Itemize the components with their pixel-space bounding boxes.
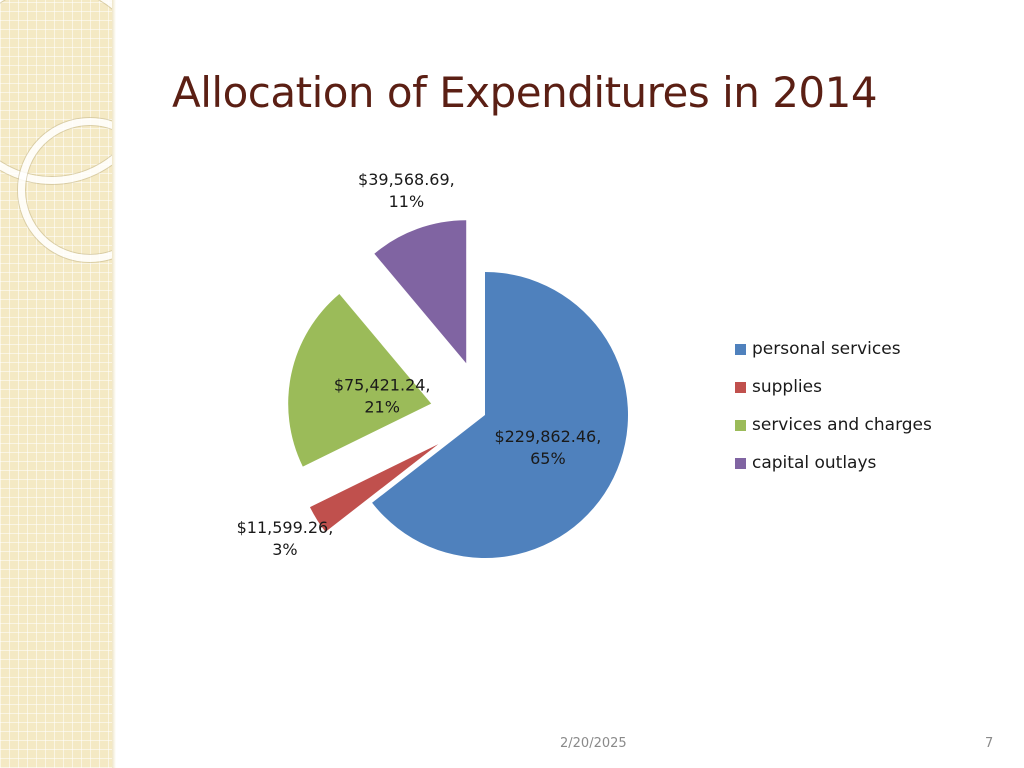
legend-item-services-and-charges: services and charges	[735, 406, 932, 444]
legend-item-capital-outlays: capital outlays	[735, 444, 932, 482]
slide-date: 2/20/2025	[560, 736, 627, 751]
pie-slice-personal-services	[372, 272, 628, 559]
legend-item-personal-services: personal services	[735, 330, 932, 368]
legend-swatch	[735, 457, 746, 469]
data-label: $11,599.26, 3%	[237, 518, 334, 559]
legend-item-supplies: supplies	[735, 368, 932, 406]
data-label-value: $39,568.69,	[358, 170, 455, 189]
pie-slice-services-and-charges	[288, 294, 432, 467]
slide-title: Allocation of Expenditures in 2014	[172, 68, 878, 117]
legend-label: supplies	[752, 377, 822, 397]
decorative-side-strip	[0, 0, 112, 768]
data-label-percent: 3%	[272, 540, 297, 559]
data-label-percent: 11%	[389, 192, 425, 211]
data-label: $75,421.24, 21%	[334, 375, 431, 416]
legend-swatch	[735, 343, 746, 355]
data-label-value: $229,862.46,	[494, 427, 601, 446]
legend-label: capital outlays	[752, 453, 877, 473]
legend-swatch	[735, 419, 746, 431]
legend-swatch	[735, 381, 746, 393]
pie-slice-capital-outlays	[374, 220, 467, 364]
data-label-value: $75,421.24,	[334, 375, 431, 394]
legend-label: personal services	[752, 339, 901, 359]
data-label: $229,862.46, 65%	[494, 427, 601, 468]
side-strip-edge	[112, 0, 116, 768]
pie-slice-supplies	[309, 444, 439, 532]
data-label: $39,568.69, 11%	[358, 170, 455, 211]
data-label-percent: 65%	[530, 449, 566, 468]
slide-page-number: 7	[985, 736, 994, 751]
data-label-value: $11,599.26,	[237, 518, 334, 537]
data-label-percent: 21%	[364, 397, 400, 416]
chart-legend: personal services supplies services and …	[735, 330, 932, 482]
legend-label: services and charges	[752, 415, 932, 435]
